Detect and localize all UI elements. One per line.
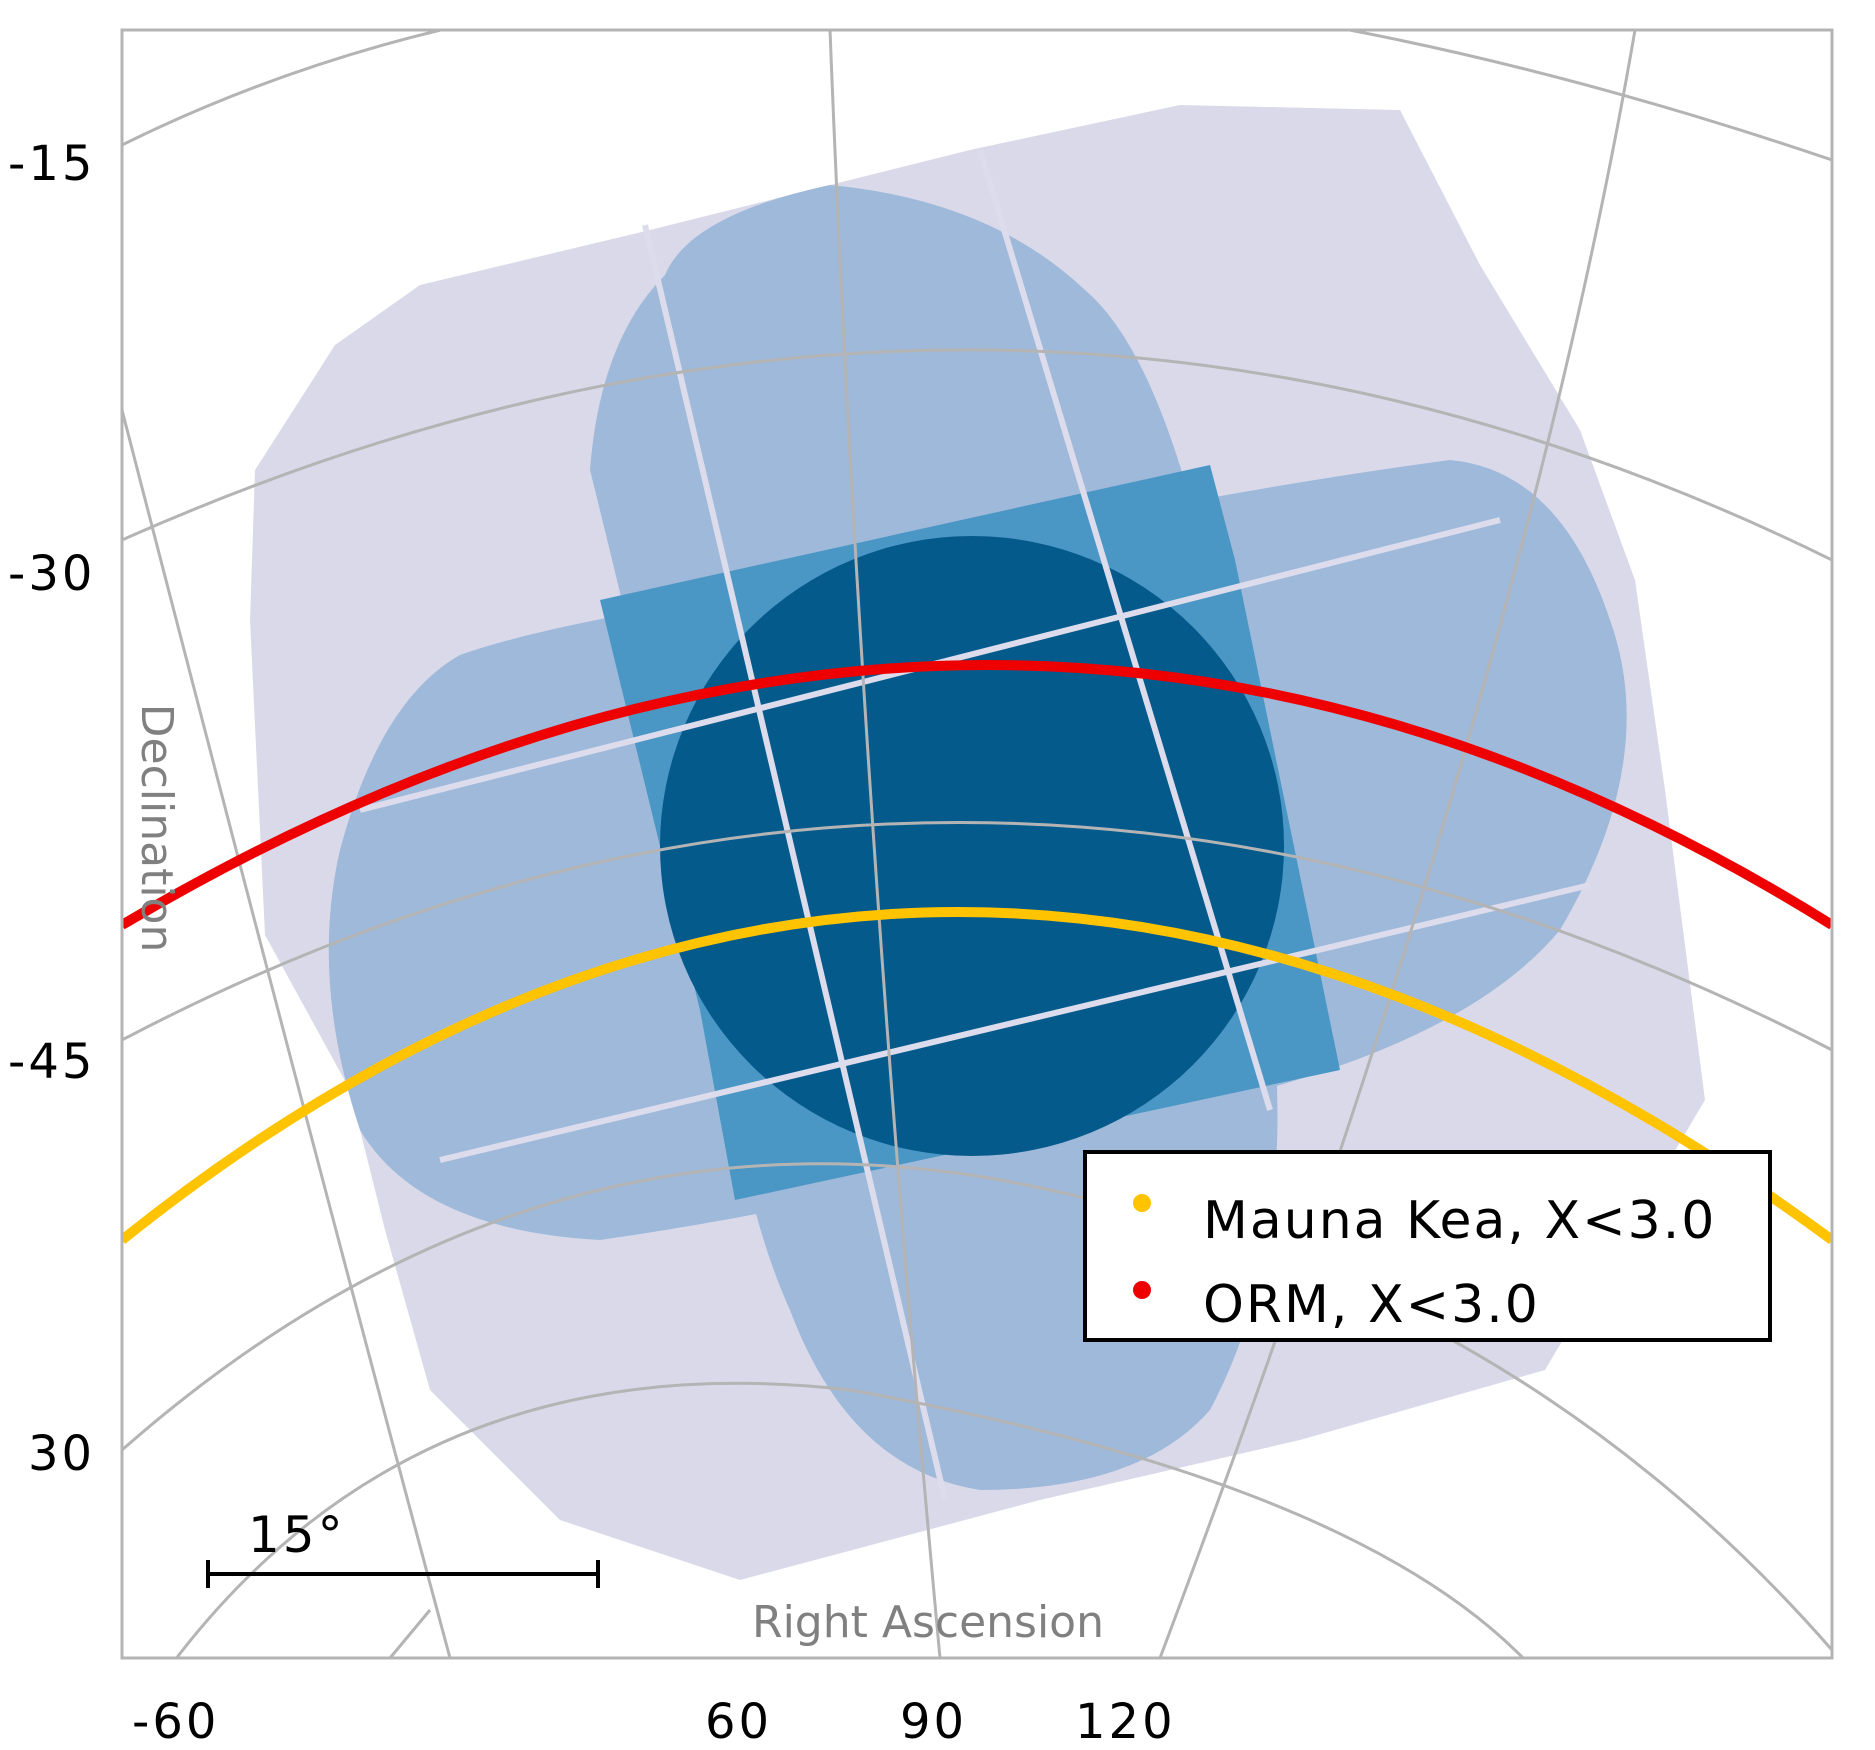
- legend-label-orm: ORM, X<3.0: [1203, 1275, 1540, 1335]
- plot-frame: [120, 28, 1834, 1660]
- dec-grid-line: [122, 348, 1832, 562]
- legend-marker-mauna-kea: [1133, 1194, 1151, 1212]
- y-axis-label: Declination: [131, 704, 182, 953]
- ra-grid-line: [388, 1609, 432, 1658]
- ra-grid-line: [828, 30, 942, 1658]
- dec-tick-label: 30: [28, 1426, 95, 1482]
- scale-bar-label: 15°: [248, 1506, 346, 1564]
- gap-line: [439, 882, 1591, 1163]
- dec-grid-line: [122, 30, 1832, 162]
- gap-line: [642, 224, 948, 1501]
- x-axis-label: Right Ascension: [752, 1597, 1104, 1648]
- legend-box: [1083, 1150, 1772, 1342]
- ra-grid-line: [1158, 30, 1637, 1658]
- ra-tick-label: 120: [1075, 1694, 1176, 1750]
- dec-tick-label: -15: [8, 136, 95, 192]
- scale-bar: 15°: [206, 1506, 600, 1588]
- ra-tick-label: 60: [705, 1694, 772, 1750]
- ra-grid-line: [122, 409, 452, 1658]
- mauna-kea-airmass-curve: [122, 907, 1832, 1245]
- dec-tick-label: -30: [8, 546, 95, 602]
- orm-airmass-curve: [122, 660, 1832, 930]
- legend: Mauna Kea, X<3.0 ORM, X<3.0: [1083, 1150, 1772, 1342]
- ra-tick-label: -60: [132, 1694, 219, 1750]
- dec-grid-line: [122, 821, 1832, 1052]
- graticule: [122, 30, 1832, 1658]
- dec-grid-line: [122, 1162, 1832, 1651]
- dec-tick-label: -45: [8, 1034, 95, 1090]
- ra-tick-label: 90: [900, 1694, 967, 1750]
- legend-marker-orm: [1133, 1281, 1151, 1299]
- legend-label-mauna-kea: Mauna Kea, X<3.0: [1203, 1191, 1716, 1251]
- chip-gaps: [359, 149, 1591, 1501]
- plot-area: [122, 30, 1832, 1658]
- dec-grid-line: [174, 1381, 1526, 1658]
- gap-line: [977, 149, 1273, 1111]
